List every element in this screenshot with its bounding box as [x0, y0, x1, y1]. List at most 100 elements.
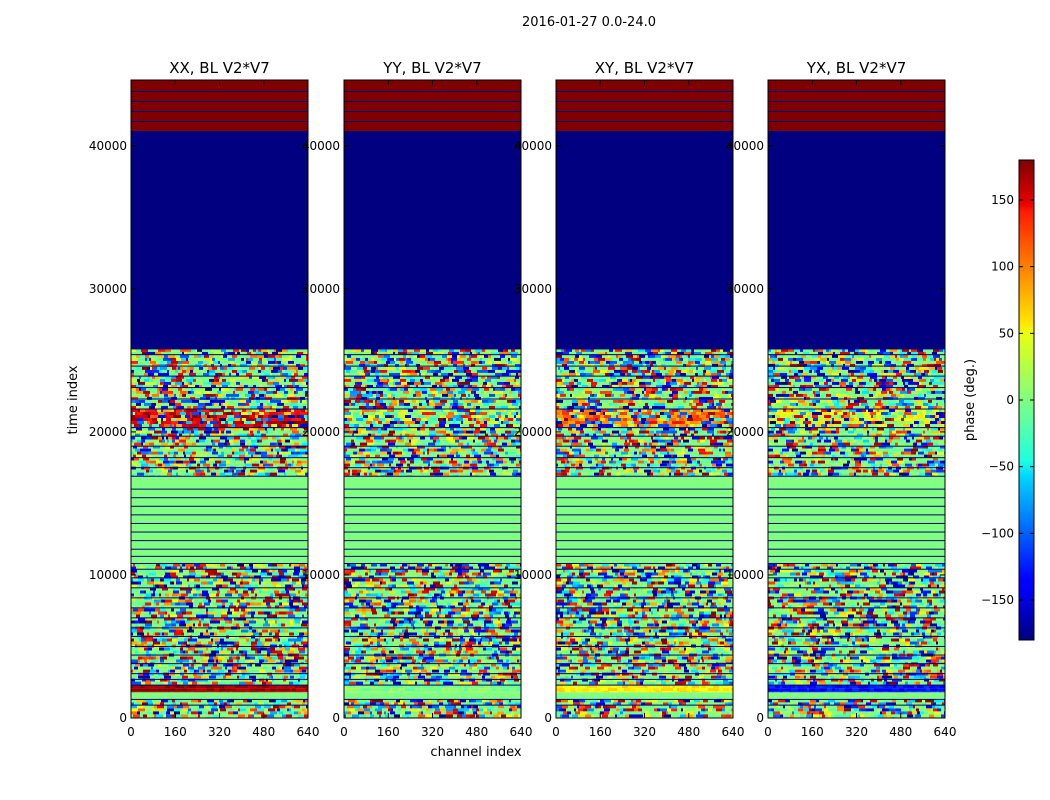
heatmap-cell [254, 572, 260, 576]
heatmap-cell [290, 678, 293, 682]
heatmap-cell [206, 418, 213, 422]
heatmap-cell [180, 608, 186, 612]
heatmap-cell [211, 430, 216, 434]
heatmap-cell [478, 578, 480, 582]
heatmap-cell [137, 584, 142, 588]
heatmap-cell [217, 702, 220, 706]
heatmap-cell [513, 578, 520, 582]
heatmap-cell [410, 699, 417, 703]
heatmap-cell [151, 602, 154, 606]
heatmap-cell [229, 372, 231, 376]
heatmap-cell [244, 457, 249, 461]
heatmap-cell [169, 460, 174, 464]
heatmap-cell [433, 581, 440, 585]
heatmap-cell [284, 378, 286, 382]
heatmap-cell [281, 439, 285, 443]
heatmap-cell [299, 384, 302, 388]
heatmap-cell [193, 605, 198, 609]
heatmap-cell [248, 702, 254, 706]
heatmap-cell [163, 688, 168, 692]
heatmap-cell [161, 369, 167, 373]
heatmap-cell [200, 714, 207, 718]
heatmap-cell [168, 605, 174, 609]
heatmap-cell [350, 569, 355, 573]
heatmap-cell [155, 351, 161, 355]
heatmap-cell [254, 433, 261, 437]
heatmap-cell [286, 611, 293, 615]
heatmap-cell [149, 357, 151, 361]
heatmap-cell [358, 584, 365, 588]
heatmap-cell [285, 354, 289, 358]
heatmap-cell [256, 402, 260, 406]
heatmap-cell [211, 424, 213, 428]
heatmap-cell [209, 656, 213, 660]
heatmap-cell [414, 663, 421, 667]
heatmap-cell [190, 412, 192, 416]
heatmap-cell [291, 662, 298, 664]
heatmap-cell [293, 384, 295, 388]
heatmap-cell [214, 688, 219, 692]
heatmap-cell [448, 691, 455, 693]
heatmap-cell [215, 635, 221, 639]
heatmap-cell [142, 605, 145, 609]
heatmap-cell [145, 393, 149, 397]
heatmap-cell [227, 569, 232, 573]
heatmap-cell [391, 575, 396, 579]
heatmap-cell [250, 469, 257, 473]
heatmap-cell [264, 412, 269, 416]
heatmap-cell [294, 569, 300, 573]
heatmap-cell [358, 691, 360, 693]
heatmap-cell [218, 360, 220, 364]
heatmap-cell [305, 384, 308, 388]
heatmap-cell [226, 457, 232, 461]
heatmap-cell [158, 569, 164, 573]
heatmap-cell [267, 357, 274, 361]
heatmap-cell [285, 409, 287, 413]
heatmap-cell [434, 685, 437, 689]
heatmap-cell [235, 685, 241, 689]
heatmap-cell [408, 566, 413, 570]
heatmap-cell [241, 650, 243, 654]
heatmap-cell [179, 590, 181, 594]
heatmap-cell [292, 439, 299, 443]
heatmap-cell [251, 433, 254, 437]
heatmap-cell [224, 409, 231, 413]
heatmap-cell [212, 587, 219, 591]
heatmap-cell [200, 472, 205, 476]
heatmap-cell [176, 409, 182, 413]
heatmap-band [131, 80, 308, 132]
heatmap-cell [188, 445, 194, 449]
heatmap-cell [187, 405, 191, 409]
heatmap-cell [131, 638, 134, 642]
heatmap-cell [181, 463, 186, 467]
heatmap-cell [175, 617, 181, 621]
heatmap-cell [183, 705, 189, 709]
heatmap-cell [131, 711, 137, 715]
heatmap-cell [244, 711, 250, 715]
heatmap-cell [233, 409, 235, 413]
heatmap-cell [288, 433, 290, 437]
heatmap-cell [465, 691, 472, 693]
heatmap-cell [305, 363, 308, 367]
heatmap-cell [402, 666, 409, 670]
heatmap-cell [161, 409, 163, 413]
heatmap-cell [195, 384, 199, 388]
heatmap-cell [357, 669, 363, 673]
heatmap-cell [362, 575, 369, 579]
heatmap-cell [248, 378, 255, 382]
heatmap-cell [190, 436, 195, 440]
heatmap-cell [238, 647, 242, 651]
heatmap-cell [291, 412, 295, 416]
heatmap-cell [171, 375, 176, 379]
heatmap-cell [239, 348, 241, 352]
heatmap-cell [154, 605, 161, 609]
heatmap-cell [198, 387, 205, 391]
heatmap-cell [211, 563, 217, 567]
heatmap-cell [133, 563, 135, 567]
heatmap-cell [156, 402, 163, 406]
heatmap-cell [305, 409, 308, 413]
heatmap-cell [179, 393, 182, 397]
heatmap-cell [448, 563, 450, 567]
heatmap-cell [199, 608, 203, 612]
heatmap-cell [252, 569, 258, 573]
